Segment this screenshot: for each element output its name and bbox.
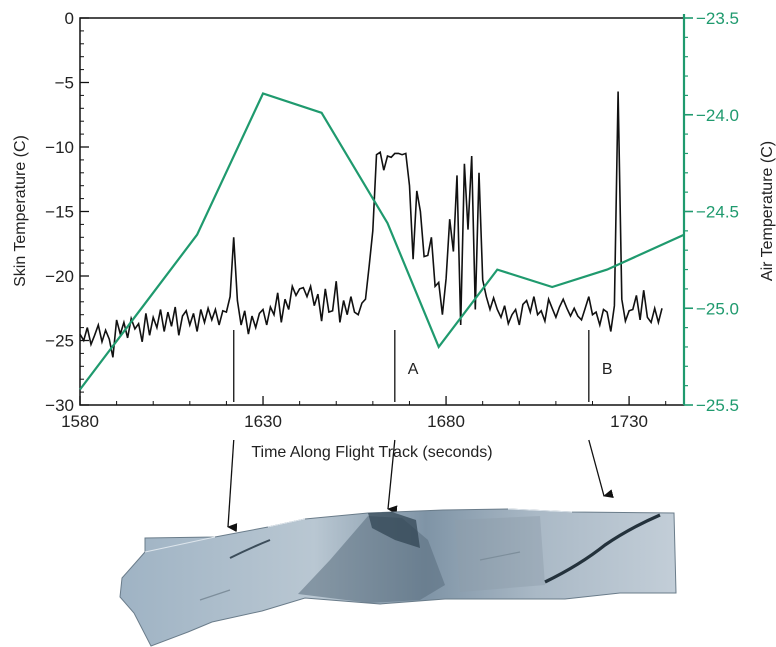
x-tick-label: 1680 — [427, 412, 465, 431]
y2-tick-label: −24.5 — [696, 203, 739, 222]
y-tick-label: 0 — [65, 9, 74, 28]
marker-arrow — [387, 439, 398, 515]
y-tick-label: −5 — [55, 74, 74, 93]
y-axis-title: Skin Temperature (C) — [12, 135, 29, 287]
y2-axis-title: Air Temperature (C) — [759, 141, 776, 281]
x-tick-label: 1580 — [61, 412, 99, 431]
marker-arrow — [227, 439, 238, 533]
skin-temperature-line — [79, 91, 663, 358]
x-tick-label: 1630 — [244, 412, 282, 431]
marker-label: B — [602, 361, 613, 378]
air-temperature-line — [79, 92, 685, 391]
x-axis-title: Time Along Flight Track (seconds) — [251, 444, 492, 461]
y2-tick-label: −23.5 — [696, 9, 739, 28]
y-tick-label: −30 — [45, 396, 74, 415]
right-axis: −23.5 −24.0 −24.5 −25.0 −25.5 — [682, 9, 739, 415]
y-tick-label: −25 — [45, 332, 74, 351]
y2-tick-label: −24.0 — [696, 106, 739, 125]
y-tick-label: −10 — [45, 138, 74, 157]
y2-tick-label: −25.0 — [696, 299, 739, 318]
aerial-photo-mosaic — [119, 508, 677, 647]
plot-frame — [79, 17, 685, 406]
x-axis: 1580 1630 1680 1730 — [61, 396, 667, 431]
y2-tick-label: −25.5 — [696, 396, 739, 415]
marker-label: A — [408, 361, 419, 378]
x-tick-label: 1730 — [610, 412, 648, 431]
left-axis: 0 −5 −10 −15 −20 −25 −30 — [45, 9, 89, 415]
marker-arrow — [588, 439, 614, 498]
y-tick-label: −20 — [45, 267, 74, 286]
y-tick-label: −15 — [45, 203, 74, 222]
